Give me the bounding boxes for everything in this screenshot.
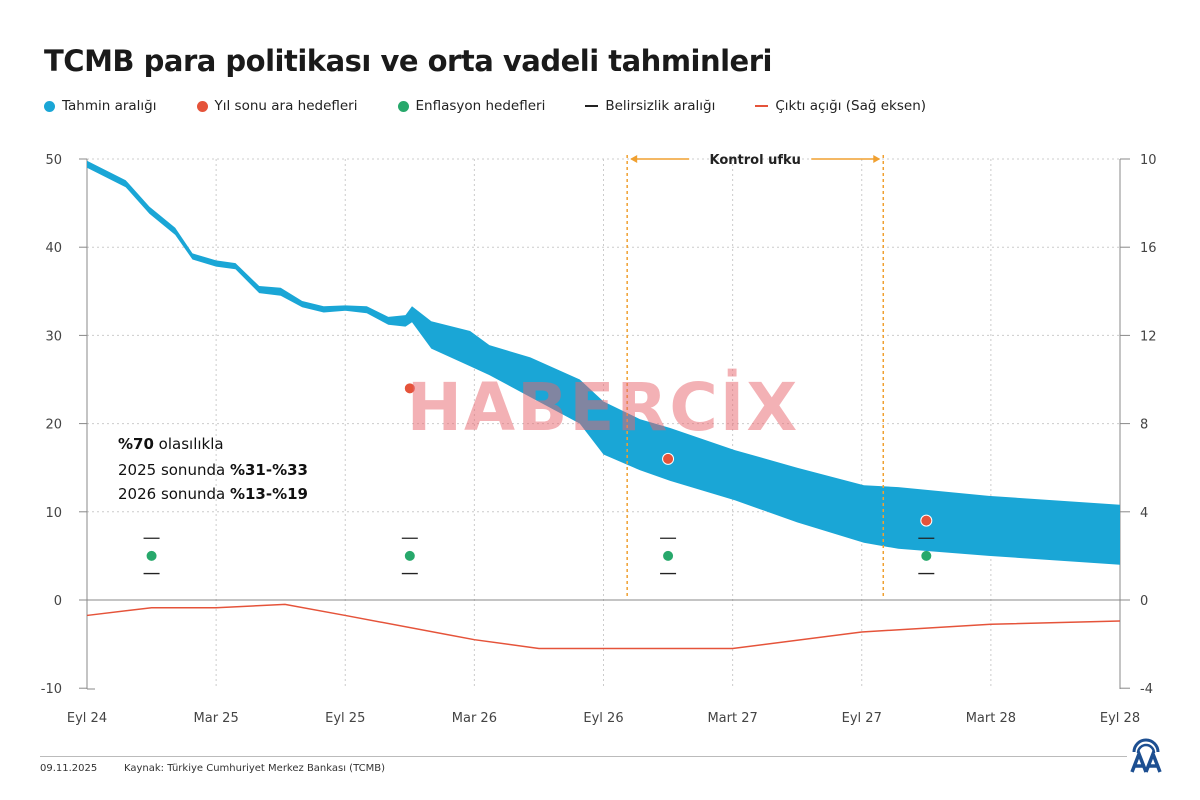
- inflation-target-point: [146, 550, 157, 561]
- forecast-band: [87, 160, 1120, 565]
- control-horizon-label: Kontrol ufku: [710, 153, 801, 168]
- legend-label: Belirsizlik aralığı: [605, 98, 716, 114]
- inflation-target-point: [404, 550, 415, 561]
- interim-target-point: [662, 452, 675, 465]
- y-tick-label-left: 30: [45, 329, 62, 344]
- x-tick-label: Mart 28: [966, 711, 1016, 726]
- chart-title: TCMB para politikası ve orta vadeli tahm…: [44, 44, 772, 78]
- annotation-line-2: 2025 sonunda %31-%33: [118, 461, 308, 479]
- x-tick-label: Eyl 24: [67, 711, 107, 726]
- y-tick-label-left: 20: [45, 418, 62, 433]
- x-tick-label: Eyl 25: [325, 711, 365, 726]
- legend-label: Tahmin aralığı: [62, 98, 157, 114]
- watermark: HABERCİX: [407, 369, 799, 446]
- red-dot-icon: [196, 100, 208, 112]
- arrow-left-icon: [630, 155, 638, 163]
- footer-date: 09.11.2025: [40, 763, 98, 774]
- interim-target-point: [920, 514, 933, 527]
- legend-item-forecast-range: Tahmin aralığı: [44, 98, 157, 114]
- legend-item-output-gap: Çıktı açığı (Sağ eksen): [755, 98, 926, 114]
- footer-divider: [40, 756, 1127, 757]
- y-tick-label-right: 4: [1140, 506, 1148, 521]
- output-gap-line: [86, 603, 1121, 650]
- y-tick-label-right: 0: [1140, 594, 1148, 609]
- footer-source: Kaynak: Türkiye Cumhuriyet Merkez Bankas…: [124, 763, 385, 774]
- y-tick-label-right: 12: [1140, 329, 1157, 344]
- legend-item-inflation-targets: Enflasyon hedefleri: [397, 98, 546, 114]
- red-dash-icon: [755, 105, 769, 107]
- interim-target-point: [403, 382, 416, 395]
- y-tick-label-left: 40: [45, 241, 62, 256]
- inflation-target-point: [921, 550, 932, 561]
- black-dash-icon: [585, 105, 599, 107]
- y-tick-label-right: -4: [1140, 682, 1153, 697]
- y-tick-label-right: 16: [1140, 241, 1157, 256]
- y-tick-label-left: -10: [41, 682, 62, 697]
- x-tick-label: Mart 27: [707, 711, 757, 726]
- x-tick-label: Eyl 27: [842, 711, 882, 726]
- blue-dot-icon: [44, 100, 55, 112]
- inflation-target-point: [663, 550, 674, 561]
- x-tick-label: Mar 26: [452, 711, 497, 726]
- aa-logo: [1130, 738, 1162, 773]
- green-dot-icon: [397, 100, 409, 112]
- legend-item-uncertainty: Belirsizlik aralığı: [585, 98, 715, 114]
- legend: Tahmin aralığı Yıl sonu ara hedefleri En…: [44, 98, 966, 114]
- y-tick-label-left: 0: [54, 594, 62, 609]
- legend-label: Çıktı açığı (Sağ eksen): [775, 98, 927, 114]
- arrow-right-icon: [873, 155, 881, 163]
- y-tick-label-left: 50: [45, 153, 62, 168]
- legend-item-interim-targets: Yıl sonu ara hedefleri: [196, 98, 358, 114]
- y-tick-label-left: 10: [45, 506, 62, 521]
- annotation-line-3: 2026 sonunda %13-%19: [118, 485, 308, 503]
- y-tick-label-right: 10: [1140, 153, 1157, 168]
- legend-label: Yıl sonu ara hedefleri: [214, 98, 358, 114]
- x-tick-label: Eyl 28: [1100, 711, 1140, 726]
- x-tick-label: Mar 25: [194, 711, 239, 726]
- legend-label: Enflasyon hedefleri: [415, 98, 546, 114]
- y-tick-label-right: 8: [1140, 418, 1148, 433]
- annotation-line-1: %70 olasılıkla: [118, 435, 224, 453]
- x-tick-label: Eyl 26: [583, 711, 623, 726]
